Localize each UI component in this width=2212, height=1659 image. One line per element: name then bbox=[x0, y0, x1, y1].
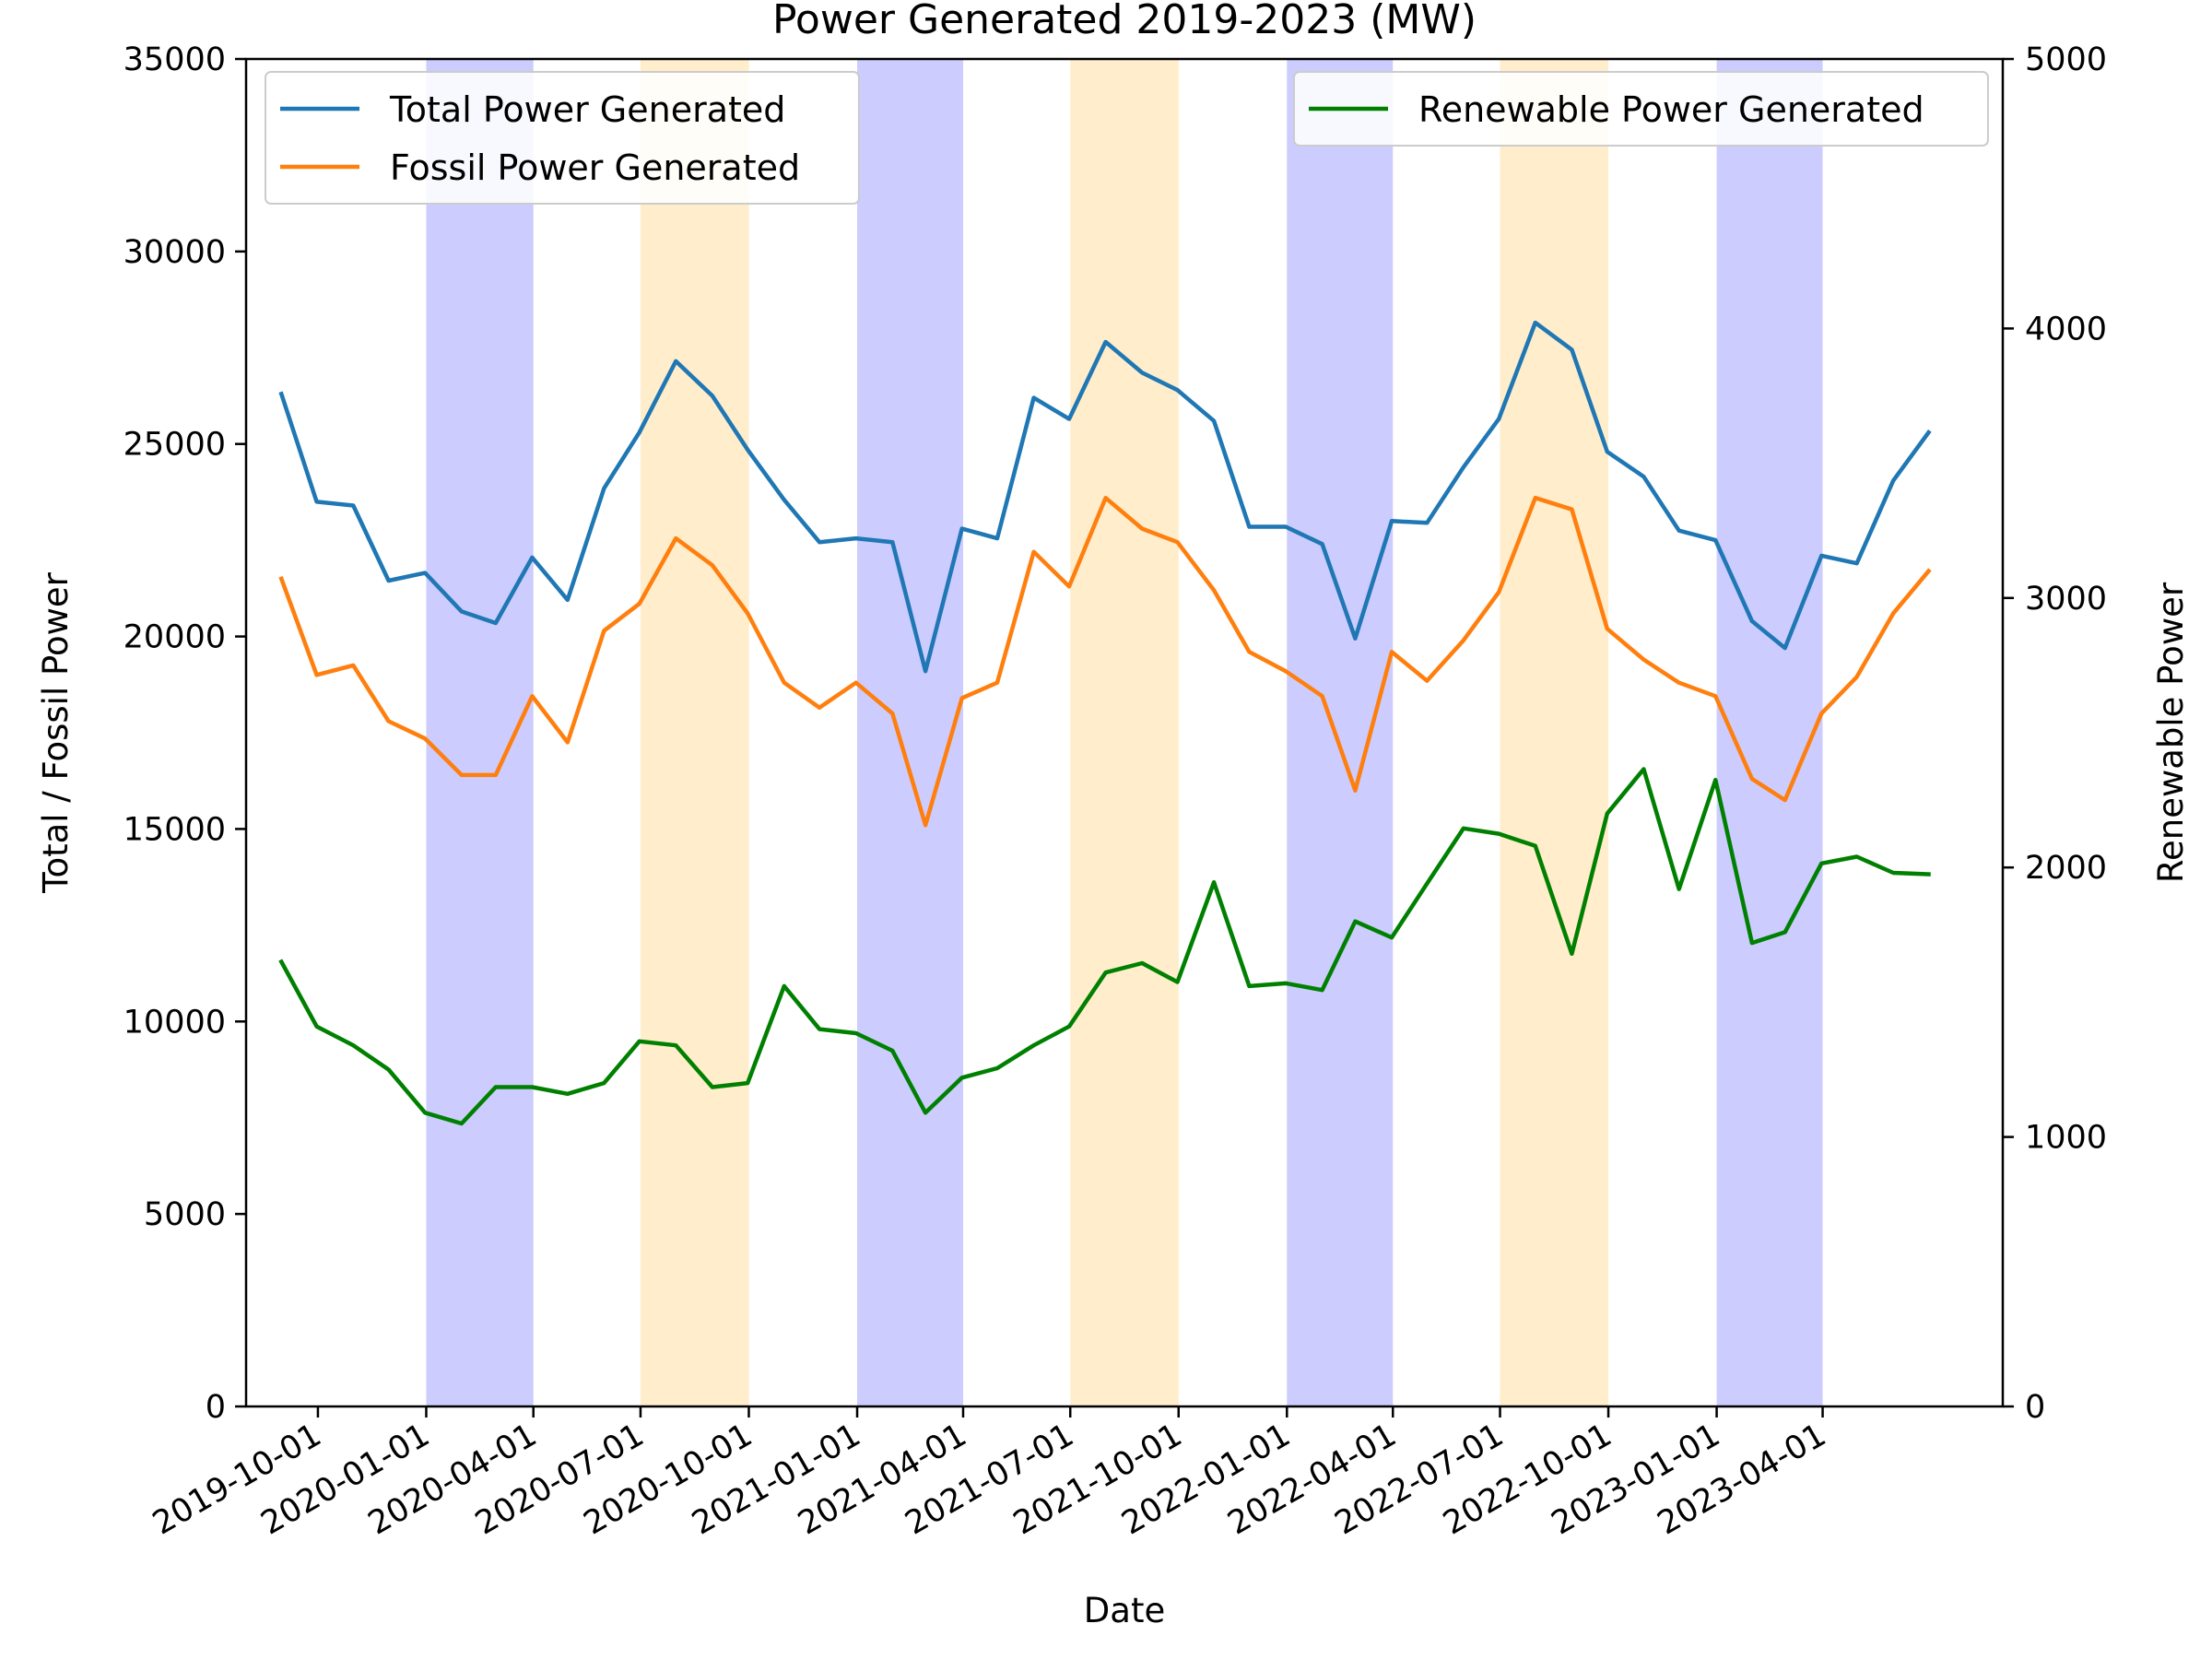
shaded-periods bbox=[426, 59, 1823, 1406]
series-line-total-power-generated bbox=[278, 320, 1932, 674]
legend-label-renewable: Renewable Power Generated bbox=[1418, 89, 1924, 130]
chart-title: Power Generated 2019-2023 (MW) bbox=[772, 0, 1477, 43]
shaded-period-6 bbox=[1716, 59, 1823, 1406]
left-tick-label: 15000 bbox=[124, 811, 226, 848]
left-tick-label: 10000 bbox=[124, 1004, 226, 1041]
shaded-period-1 bbox=[640, 59, 749, 1406]
legend-right-box bbox=[1293, 71, 1989, 147]
shaded-period-4 bbox=[1287, 59, 1394, 1406]
legend-label-total: Total Power Generated bbox=[389, 89, 785, 130]
right-tick-label: 5000 bbox=[2025, 41, 2107, 78]
right-tick-label: 1000 bbox=[2025, 1120, 2107, 1157]
left-tick-label: 35000 bbox=[124, 41, 226, 78]
right-tick-label: 0 bbox=[2025, 1389, 2045, 1426]
shaded-period-2 bbox=[857, 59, 963, 1406]
left-tick-label: 5000 bbox=[144, 1196, 226, 1233]
legend-label-fossil: Fossil Power Generated bbox=[390, 147, 800, 188]
left-axis-title: Total / Fossil Power bbox=[36, 571, 76, 894]
legend-right: Renewable Power Generated bbox=[1293, 71, 1989, 147]
series-line-renewable-power-generated bbox=[278, 767, 1931, 1126]
left-tick-label: 0 bbox=[206, 1389, 226, 1426]
left-tick-label: 30000 bbox=[124, 234, 226, 271]
legend-left-box bbox=[265, 71, 860, 205]
right-tick-label: 2000 bbox=[2025, 850, 2107, 887]
left-axis-ticks: 0 5000 10000 15000 20000 25000 30000 35000 bbox=[124, 41, 246, 1426]
x-axis-ticks: 2019-10-012020-01-012020-04-012020-07-01… bbox=[147, 1406, 1832, 1542]
x-axis-title: Date bbox=[1084, 1591, 1165, 1630]
right-axis-ticks: 0 1000 2000 3000 4000 5000 bbox=[2003, 41, 2107, 1426]
shaded-period-3 bbox=[1070, 59, 1179, 1406]
left-tick-label: 25000 bbox=[124, 427, 226, 464]
plot-frame bbox=[244, 57, 2005, 1408]
series-lines bbox=[278, 320, 1932, 1126]
shaded-period-5 bbox=[1500, 59, 1609, 1406]
right-tick-label: 4000 bbox=[2025, 311, 2107, 347]
left-tick-label: 20000 bbox=[124, 619, 226, 656]
right-axis-title: Renewable Power bbox=[2151, 582, 2191, 883]
legend-left: Total Power Generated Fossil Power Gener… bbox=[265, 71, 860, 205]
series-line-fossil-power-generated bbox=[278, 495, 1932, 828]
right-tick-label: 3000 bbox=[2025, 581, 2107, 618]
